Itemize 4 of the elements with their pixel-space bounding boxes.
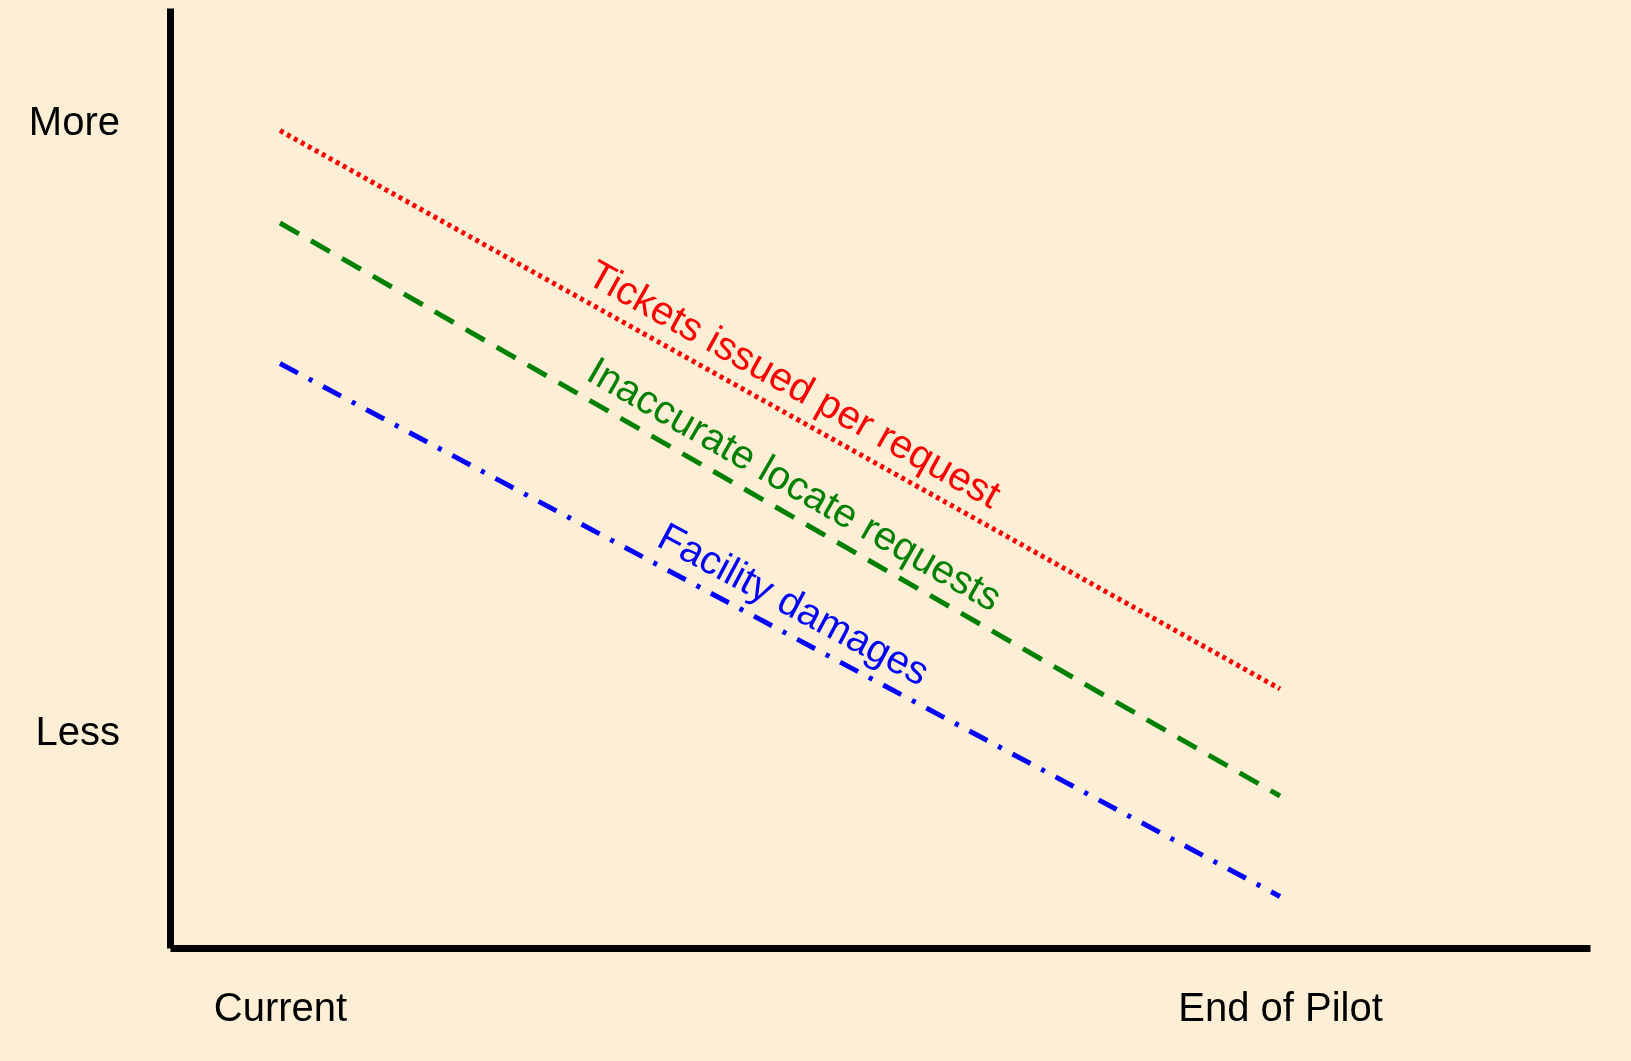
text: More: [28, 99, 120, 143]
x-tick-label: Current: [213, 984, 348, 1029]
x-tick-label: End of Pilot: [1178, 984, 1383, 1029]
text: Less: [35, 709, 120, 753]
